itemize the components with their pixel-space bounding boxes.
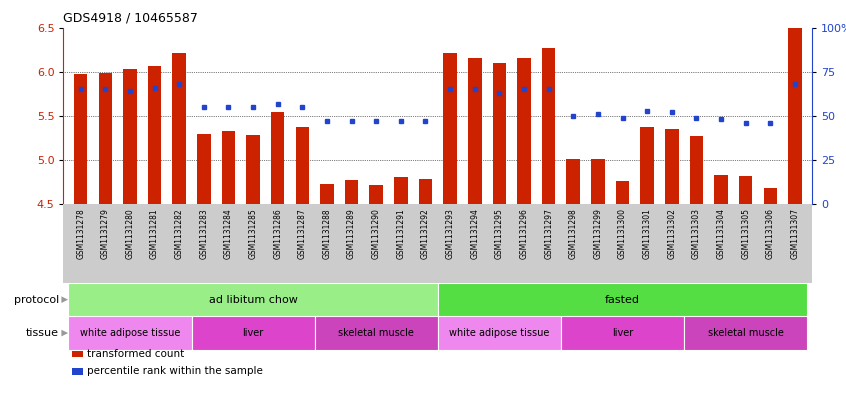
Text: GSM1131280: GSM1131280 <box>125 208 135 259</box>
Bar <box>541 48 556 204</box>
Bar <box>714 175 728 204</box>
Bar <box>443 53 457 204</box>
Text: GSM1131305: GSM1131305 <box>741 208 750 259</box>
Bar <box>191 316 315 350</box>
Text: GSM1131281: GSM1131281 <box>150 208 159 259</box>
Text: skeletal muscle: skeletal muscle <box>708 328 783 338</box>
Bar <box>764 188 777 204</box>
Text: GSM1131304: GSM1131304 <box>717 208 726 259</box>
Text: GSM1131288: GSM1131288 <box>322 208 332 259</box>
Text: GSM1131290: GSM1131290 <box>371 208 381 259</box>
Text: GSM1131303: GSM1131303 <box>692 208 700 259</box>
Text: GSM1131283: GSM1131283 <box>200 208 208 259</box>
Bar <box>468 59 481 204</box>
Bar <box>689 136 703 204</box>
Text: GSM1131286: GSM1131286 <box>273 208 283 259</box>
Text: GSM1131302: GSM1131302 <box>667 208 676 259</box>
Bar <box>640 127 654 204</box>
Text: percentile rank within the sample: percentile rank within the sample <box>87 366 263 376</box>
Text: white adipose tissue: white adipose tissue <box>80 328 180 338</box>
Text: GSM1131292: GSM1131292 <box>421 208 430 259</box>
Text: liver: liver <box>243 328 264 338</box>
Bar <box>148 66 162 204</box>
Text: fasted: fasted <box>605 295 640 305</box>
Text: GSM1131306: GSM1131306 <box>766 208 775 259</box>
Text: GSM1131284: GSM1131284 <box>224 208 233 259</box>
Bar <box>591 159 605 204</box>
Text: GSM1131301: GSM1131301 <box>643 208 651 259</box>
Text: skeletal muscle: skeletal muscle <box>338 328 415 338</box>
Bar <box>69 316 191 350</box>
Bar <box>320 184 334 204</box>
Text: GSM1131289: GSM1131289 <box>347 208 356 259</box>
Bar <box>567 159 580 204</box>
Bar <box>246 135 260 204</box>
Text: GSM1131285: GSM1131285 <box>249 208 257 259</box>
Bar <box>438 316 561 350</box>
Text: white adipose tissue: white adipose tissue <box>449 328 550 338</box>
Text: liver: liver <box>612 328 633 338</box>
Text: protocol: protocol <box>14 295 59 305</box>
Text: GSM1131300: GSM1131300 <box>618 208 627 259</box>
Text: GSM1131294: GSM1131294 <box>470 208 479 259</box>
Bar <box>271 112 284 204</box>
Bar <box>616 181 629 204</box>
Bar <box>69 283 437 316</box>
Text: ad libitum chow: ad libitum chow <box>209 295 298 305</box>
Bar <box>124 69 137 204</box>
Bar <box>517 59 530 204</box>
Text: GSM1131307: GSM1131307 <box>790 208 799 259</box>
Bar <box>561 316 684 350</box>
Bar <box>739 176 752 204</box>
Bar <box>173 53 186 204</box>
Text: GSM1131279: GSM1131279 <box>101 208 110 259</box>
Bar <box>315 316 437 350</box>
Bar <box>438 283 807 316</box>
Text: transformed count: transformed count <box>87 349 184 359</box>
Text: GSM1131297: GSM1131297 <box>544 208 553 259</box>
Text: GSM1131278: GSM1131278 <box>76 208 85 259</box>
Bar <box>788 28 802 204</box>
Text: GSM1131282: GSM1131282 <box>175 208 184 259</box>
Text: GSM1131299: GSM1131299 <box>593 208 602 259</box>
Bar <box>370 185 383 204</box>
Text: GDS4918 / 10465587: GDS4918 / 10465587 <box>63 12 198 25</box>
Text: GSM1131293: GSM1131293 <box>446 208 454 259</box>
Bar <box>197 134 211 204</box>
Bar <box>345 180 359 204</box>
Text: GSM1131291: GSM1131291 <box>397 208 405 259</box>
Bar <box>98 73 112 204</box>
Text: GSM1131295: GSM1131295 <box>495 208 504 259</box>
Bar <box>222 131 235 204</box>
Text: GSM1131298: GSM1131298 <box>569 208 578 259</box>
Bar <box>419 179 432 204</box>
Text: tissue: tissue <box>26 328 59 338</box>
Text: GSM1131296: GSM1131296 <box>519 208 529 259</box>
Text: GSM1131287: GSM1131287 <box>298 208 307 259</box>
Bar <box>665 129 678 204</box>
Bar <box>295 127 309 204</box>
Bar <box>684 316 807 350</box>
Bar <box>394 177 408 204</box>
Bar <box>74 74 87 204</box>
Bar <box>492 63 506 204</box>
